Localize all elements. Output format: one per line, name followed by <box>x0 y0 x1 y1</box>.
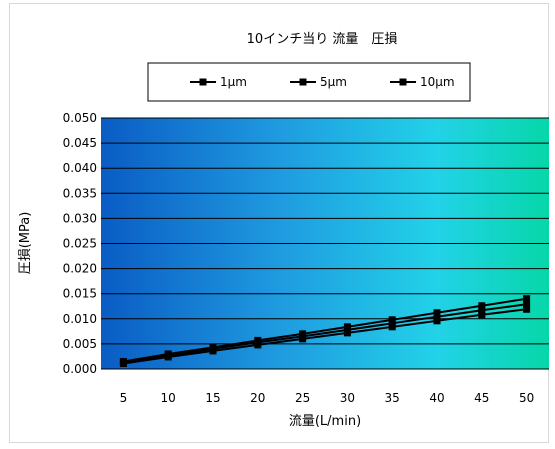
y-tick-label: 0.045 <box>63 136 97 150</box>
x-tick-label: 15 <box>205 391 220 405</box>
data-point <box>478 302 486 310</box>
legend-swatch-marker <box>399 78 407 86</box>
data-point <box>523 305 531 313</box>
data-point <box>433 313 441 321</box>
data-point <box>478 311 486 319</box>
data-point <box>209 347 217 355</box>
data-point <box>254 341 262 349</box>
data-point <box>478 306 486 314</box>
x-tick-label: 25 <box>295 391 310 405</box>
y-tick-label: 0.025 <box>63 237 97 251</box>
data-point <box>433 317 441 325</box>
data-point <box>388 319 396 327</box>
x-tick-label: 5 <box>120 391 128 405</box>
chart-title: 10インチ当り 流量 圧損 <box>247 32 398 47</box>
series-line <box>123 308 527 365</box>
y-tick-label: 0.020 <box>63 262 97 276</box>
y-tick-labels: 0.000 0.005 0.010 0.015 0.020 0.025 0.030 0.035… <box>63 111 97 376</box>
legend-label: 10μm <box>420 75 455 89</box>
x-tick-label: 30 <box>340 391 355 405</box>
legend: 1μm 5μm 10μm <box>190 75 455 89</box>
y-tick-label: 0.030 <box>63 211 97 225</box>
y-tick-label: 0.000 <box>63 362 97 376</box>
legend-label: 1μm <box>220 75 247 89</box>
y-tick-label: 0.015 <box>63 287 97 301</box>
y-tick-label: 0.050 <box>63 111 97 125</box>
series-lines <box>119 295 531 367</box>
gridlines <box>101 117 549 370</box>
data-point <box>523 295 531 303</box>
data-point <box>343 329 351 337</box>
x-tick-labels: 5 10 15 20 25 30 35 40 45 50 <box>120 391 535 405</box>
legend-swatch-marker <box>299 78 307 86</box>
y-tick-label: 0.010 <box>63 312 97 326</box>
series-line <box>123 303 527 364</box>
data-point <box>523 300 531 308</box>
x-tick-label: 50 <box>519 391 534 405</box>
data-point <box>433 309 441 317</box>
data-point <box>119 359 127 367</box>
data-point <box>299 335 307 343</box>
x-tick-label: 35 <box>385 391 400 405</box>
y-tick-label: 0.040 <box>63 161 97 175</box>
legend-label: 5μm <box>320 75 347 89</box>
y-tick-label: 0.035 <box>63 186 97 200</box>
series-line <box>123 297 527 363</box>
y-axis-title: 圧損(MPa) <box>18 212 33 275</box>
y-tick-label: 0.005 <box>63 337 97 351</box>
x-tick-label: 10 <box>161 391 176 405</box>
x-tick-label: 40 <box>429 391 444 405</box>
data-point <box>388 323 396 331</box>
x-axis-title: 流量(L/min) <box>289 414 361 429</box>
legend-swatch-marker <box>199 78 207 86</box>
data-point <box>388 316 396 324</box>
x-tick-label: 20 <box>250 391 265 405</box>
x-tick-label: 45 <box>474 391 489 405</box>
data-point <box>164 353 172 361</box>
